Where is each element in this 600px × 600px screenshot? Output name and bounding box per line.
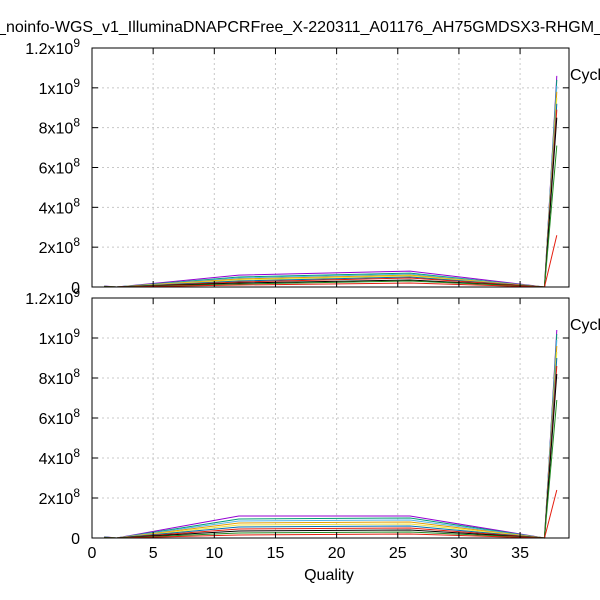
x-tick-label: 0 (88, 545, 97, 562)
legend-label: Cycl (570, 67, 600, 84)
y-tick-label: 6x108 (39, 406, 81, 428)
series-line (104, 97, 558, 288)
x-tick-label: 5 (149, 545, 158, 562)
x-tick-label: 20 (328, 545, 346, 562)
y-tick-label: 0 (71, 280, 80, 297)
series-line (104, 103, 558, 288)
y-tick-label: 0 (71, 531, 80, 548)
series-line (104, 117, 558, 288)
y-tick-label: 4x108 (39, 446, 81, 468)
x-tick-label: 15 (267, 545, 285, 562)
series-line (104, 75, 558, 288)
series-line (104, 345, 558, 539)
series-line (104, 373, 558, 539)
y-tick-label: 1.2x109 (25, 36, 80, 58)
x-tick-label: 25 (389, 545, 407, 562)
series-line (104, 399, 558, 539)
series-line (104, 339, 558, 539)
series-line (104, 145, 558, 288)
series-line (104, 351, 558, 539)
y-tick-label: 1x109 (39, 76, 81, 98)
series-line (104, 365, 558, 539)
series-line (104, 329, 558, 539)
y-tick-label: 8x108 (39, 366, 81, 388)
x-tick-label: 30 (450, 545, 468, 562)
series-line (104, 79, 558, 288)
y-tick-label: 2x108 (39, 486, 81, 508)
legend-label: Cycl (570, 317, 600, 334)
y-tick-label: 4x108 (39, 195, 81, 217)
bottom-panel: 0 2x108 4x108 6x108 8x108 1x109 1.2x109 0 5 10 15 2… (25, 286, 600, 562)
x-tick-label: 35 (511, 545, 529, 562)
y-tick-label: 1.2x109 (25, 286, 80, 308)
y-tick-label: 1x109 (39, 326, 81, 348)
series-line (104, 333, 558, 539)
x-tick-label: 10 (205, 545, 223, 562)
series-line (104, 357, 558, 539)
top-panel: 0 2x108 4x108 6x108 8x108 1x109 1.2x109 Cycl (25, 36, 600, 297)
y-tick-label: 6x108 (39, 156, 81, 178)
chart-title: _noinfo-WGS_v1_IlluminaDNAPCRFree_X-2203… (0, 19, 600, 36)
y-tick-label: 2x108 (39, 235, 81, 257)
x-axis-title: Quality (304, 567, 354, 584)
series-line (104, 85, 558, 288)
series-line (104, 109, 558, 288)
y-tick-label: 8x108 (39, 116, 81, 138)
series-line (104, 91, 558, 288)
